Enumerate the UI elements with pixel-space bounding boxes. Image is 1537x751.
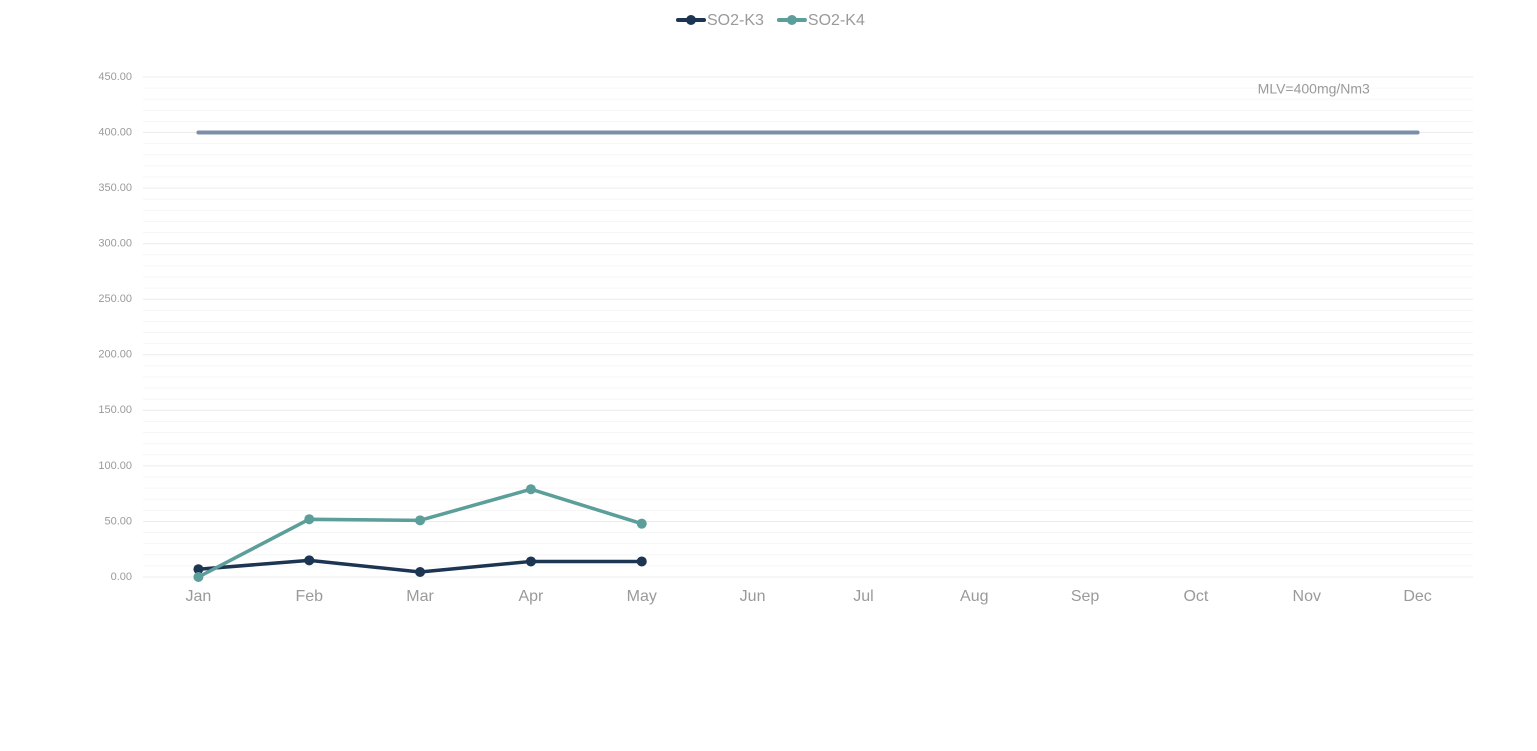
y-tick-label: 350.00 <box>98 182 132 194</box>
y-tick-label: 0.00 <box>111 571 132 583</box>
x-tick-label: Sep <box>1071 588 1100 605</box>
x-tick-label: Jun <box>740 588 766 605</box>
x-tick-label: Apr <box>518 588 544 605</box>
y-tick-label: 100.00 <box>98 460 132 472</box>
data-point <box>304 514 315 525</box>
data-point <box>193 572 204 582</box>
legend-label: SO2-K4 <box>808 12 865 29</box>
data-point <box>525 484 536 495</box>
legend-dot <box>786 15 797 25</box>
data-point <box>304 555 315 566</box>
x-tick-label: Jan <box>186 588 212 605</box>
y-tick-label: 50.00 <box>104 515 132 527</box>
legend-dot <box>686 15 696 25</box>
x-tick-label: Dec <box>1403 588 1431 605</box>
x-tick-label: Mar <box>406 588 434 605</box>
x-tick-label: Oct <box>1183 588 1208 605</box>
data-point <box>636 556 647 567</box>
y-tick-label: 300.00 <box>98 238 132 250</box>
data-point <box>415 515 426 526</box>
data-point <box>525 556 536 567</box>
y-tick-label: 250.00 <box>98 293 132 305</box>
x-tick-label: May <box>627 588 657 605</box>
y-tick-label: 200.00 <box>98 349 132 361</box>
x-tick-label: Aug <box>960 588 988 605</box>
data-point <box>193 564 204 575</box>
y-tick-label: 150.00 <box>98 404 132 416</box>
x-tick-label: Feb <box>295 588 323 605</box>
reference-label: MLV=400mg/Nm3 <box>1258 80 1370 96</box>
data-point <box>636 518 647 529</box>
y-tick-label: 400.00 <box>98 126 132 138</box>
y-tick-label: 450.00 <box>98 71 132 83</box>
legend-label: SO2-K3 <box>707 12 764 29</box>
x-tick-label: Nov <box>1293 588 1321 605</box>
data-point <box>415 567 426 577</box>
x-tick-label: Jul <box>853 588 873 605</box>
